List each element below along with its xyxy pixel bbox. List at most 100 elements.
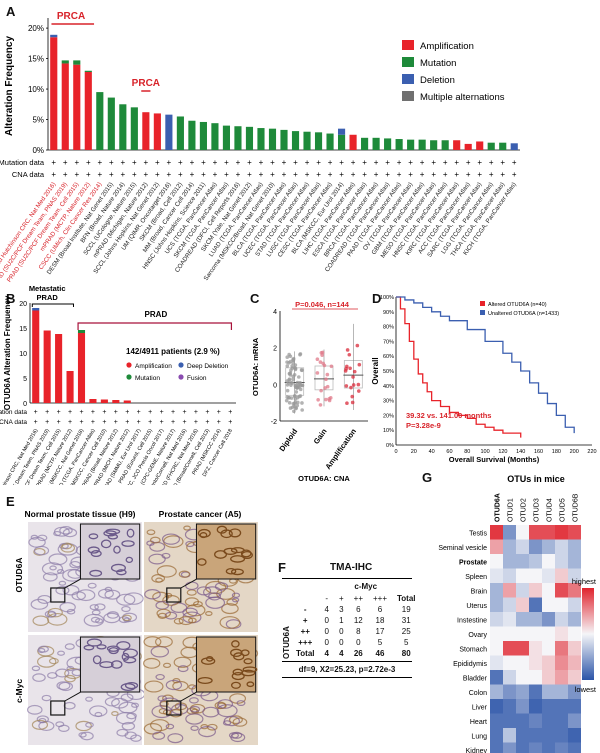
data-point (291, 377, 295, 382)
panel-d-chart: Overall 100% 90% 80% 70% 60% 50% 40% 30% 20% 10% 0%… (371, 295, 597, 464)
gland-structure (62, 584, 80, 596)
heatmap-cell (529, 554, 542, 569)
mutation-data-mark: + (91, 409, 95, 416)
cna-data-mark: + (34, 419, 38, 426)
bar-amplification (464, 143, 472, 150)
heatmap-cell (542, 670, 555, 685)
cna-data-mark: + (155, 170, 160, 179)
gland-structure (56, 681, 71, 691)
cna-data-mark: + (45, 419, 49, 426)
gland-structure (165, 679, 183, 691)
gland-structure (55, 585, 70, 595)
mutation-data-mark: + (431, 158, 436, 167)
heatmap-cell (516, 684, 529, 699)
cna-data-mark: + (512, 170, 517, 179)
gland-structure (26, 704, 43, 715)
heatmap-cell (555, 699, 568, 714)
data-point (324, 377, 328, 382)
cna-data-mark: + (51, 170, 56, 179)
gland-structure (172, 680, 189, 692)
mutation-data-mark: + (224, 158, 229, 167)
gland-structure (60, 543, 76, 553)
gland-structure (80, 731, 94, 741)
gland-structure (42, 572, 58, 582)
mutation-data-mark: + (45, 409, 49, 416)
column-label: OTUD3 (534, 498, 541, 522)
legend-swatch (402, 74, 414, 84)
gland-structure (178, 570, 191, 578)
data-point (345, 364, 349, 369)
mutation-data-mark: + (182, 409, 186, 416)
heatmap-cell (529, 583, 542, 598)
gland-structure (214, 582, 229, 591)
data-point (294, 390, 299, 394)
mutation-data-mark: + (454, 158, 459, 167)
inset-cell (200, 657, 216, 665)
zoom-box (50, 700, 66, 716)
heatmap-cell (490, 525, 503, 540)
cna-data-row-label: CNA data (0, 419, 27, 426)
row-label: c-Myc (14, 679, 24, 703)
data-point (293, 367, 298, 372)
prca-label: PRCA (57, 11, 85, 22)
bar-amplification (61, 63, 69, 151)
mutation-data-mark: + (155, 158, 160, 167)
heatmap-cell (555, 597, 568, 612)
gland-structure (163, 662, 172, 669)
gland-structure (59, 542, 69, 550)
heatmap-cell (529, 713, 542, 728)
zoom-line (64, 691, 81, 702)
gland-structure (148, 553, 166, 565)
gland-structure (156, 565, 177, 578)
data-point (288, 371, 292, 376)
heatmap-cell (503, 626, 516, 641)
bar-mutation (107, 97, 115, 150)
x-axis-label: OTUD6A: CNA (298, 474, 350, 483)
row-label: Liver (472, 704, 488, 711)
heatmap-cell (555, 612, 568, 627)
mutation-data-mark: + (466, 158, 471, 167)
column-label: Prostate cancer (A5) (159, 509, 242, 519)
gland-structure (219, 616, 241, 629)
ihc-tile (26, 635, 146, 745)
gland-structure (217, 699, 234, 709)
mutation-data-mark: + (148, 409, 152, 416)
bar-deep-deletion (32, 308, 40, 311)
mutation-data-mark: + (160, 409, 164, 416)
cna-data-mark: + (102, 419, 106, 426)
cna-data-mark: + (362, 170, 367, 179)
heatmap-cell (503, 655, 516, 670)
y-tick-label: 5% (32, 116, 44, 125)
y-tick-label: 10 (19, 351, 27, 358)
bar-mutation (176, 116, 184, 150)
legend-label: Mutation (135, 375, 160, 382)
heatmap-cell (542, 583, 555, 598)
bar-mutation (119, 104, 127, 150)
tma-header-cell: Total (397, 594, 416, 603)
tma-row-label: + (302, 616, 308, 625)
data-point (295, 403, 300, 408)
gland-structure (214, 701, 227, 710)
data-point (352, 369, 357, 374)
legend-swatch (480, 301, 485, 306)
legend-label: Deep Deletion (187, 363, 229, 370)
heatmap-cell (568, 583, 581, 598)
row-label: Uterus (466, 603, 487, 610)
tma-header-row: - + ++ +++ Total (291, 593, 421, 604)
inset-cell (124, 681, 139, 690)
cna-data-mark: + (385, 170, 390, 179)
row-label: Kidney (466, 748, 488, 753)
data-point (289, 368, 293, 372)
y-tick-label: 20 (19, 301, 27, 308)
heatmap-cell (568, 597, 581, 612)
data-point (347, 352, 352, 357)
gland-structure (130, 734, 142, 742)
data-point (348, 366, 352, 371)
inset-cell (116, 641, 131, 651)
inset-cell (116, 569, 127, 576)
gland-structure (196, 586, 212, 596)
heatmap-cell (503, 554, 516, 569)
inset-cell (110, 563, 126, 573)
heatmap-cell (529, 655, 542, 670)
mutation-data-mark: + (167, 158, 172, 167)
